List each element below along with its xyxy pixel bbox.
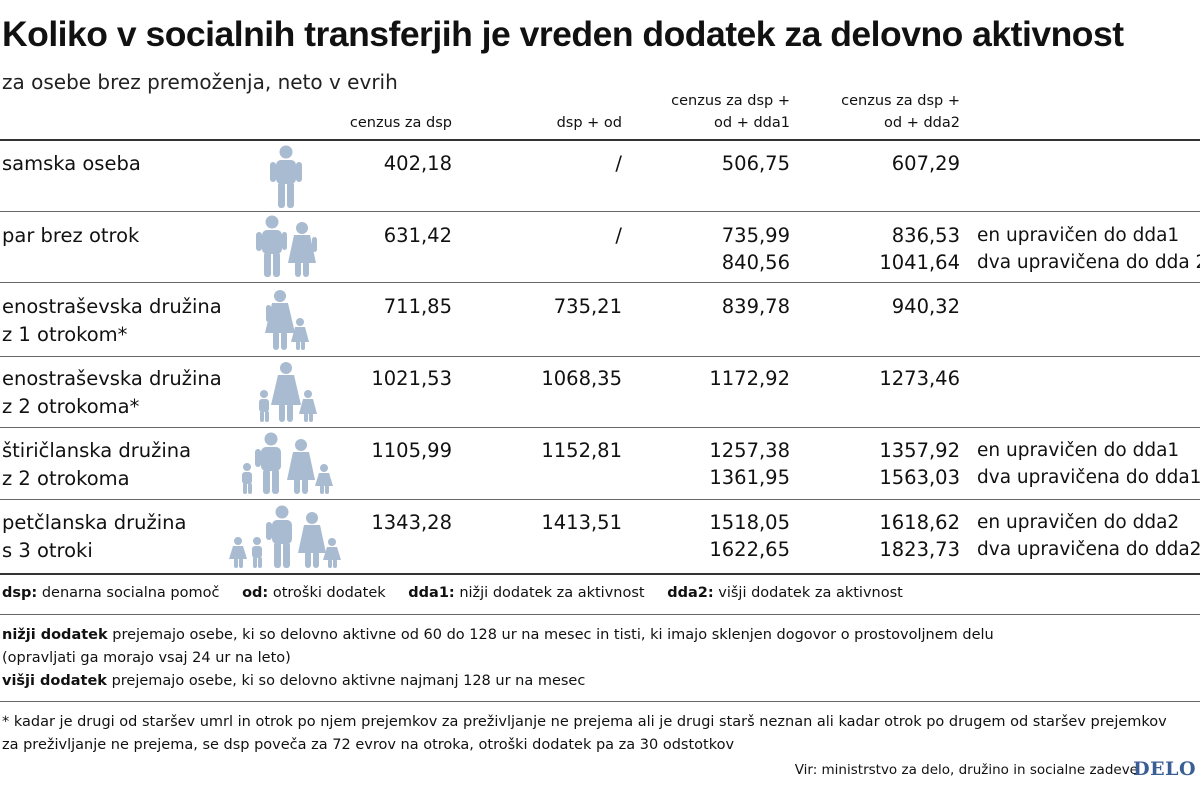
cell-c4-second: 1041,64 [879,251,960,274]
table-bottom-rule [0,573,1200,575]
header-rule [0,139,1200,141]
row-note: dva upravičena do dda1 [977,467,1200,488]
cell-c4: 607,29 [891,152,960,175]
cell-c4: 1357,92 [879,439,960,462]
row-note: dva upravičena do dda2 [977,539,1200,560]
row-note: en upravičen do dda1 [977,440,1180,461]
row-label-line2: z 2 otrokoma* [2,395,140,418]
row-divider [0,282,1200,283]
cell-c3: 1257,38 [709,439,790,462]
cell-c2: 735,21 [553,295,622,318]
row-divider [0,427,1200,428]
cell-c3: 1518,05 [709,511,790,534]
row-divider [0,211,1200,212]
couple-icon [256,215,317,277]
explain-rule [0,701,1200,702]
row-label: samska oseba [2,152,141,175]
cell-c1: 1105,99 [371,439,452,462]
source-credit: Vir: ministrstvo za delo, družino in soc… [794,762,1138,778]
legend: dsp: denarna socialna pomoč od: otroški … [2,585,921,601]
cell-c3-second: 1361,95 [709,466,790,489]
col-header-cenzus-dsp: cenzus za dsp [349,115,452,131]
page-subtitle: za osebe brez premoženja, neto v evrih [2,70,398,94]
col-header-dda1: cenzus za dsp + od + dda1 [671,93,790,131]
explain-nizji-cont: (opravljati ga morajo vsaj 24 ur na leto… [2,650,291,666]
cell-c3: 506,75 [721,152,790,175]
parent-two-children-icon [259,362,317,422]
cell-c2: 1068,35 [541,367,622,390]
row-label-line2: s 3 otroki [2,539,93,562]
cell-c4: 1273,46 [879,367,960,390]
row-label-line2: z 2 otrokoma [2,467,130,490]
cell-c1: 1343,28 [371,511,452,534]
row-label: par brez otrok [2,224,140,247]
page-title: Koliko v socialnih transferjih je vreden… [2,14,1124,54]
family-four-icon [242,432,333,494]
legend-dda2: dda2: višji dodatek za aktivnost [667,585,903,601]
row-label: štiričlanska družina [2,439,192,462]
cell-c3: 735,99 [721,224,790,247]
legend-dda1: dda1: nižji dodatek za aktivnost [408,585,645,601]
cell-c3-second: 1622,65 [709,538,790,561]
legend-od: od: otroški dodatek [242,585,386,601]
cell-c4: 1618,62 [879,511,960,534]
cell-c4: 836,53 [891,224,960,247]
col-header-dsp-od: dsp + od [556,115,622,131]
single-person-icon [270,145,302,208]
cell-c1: 402,18 [383,152,452,175]
row-divider [0,356,1200,357]
parent-one-child-icon [265,290,309,350]
cell-c2: 1413,51 [541,511,622,534]
cell-c2: 1152,81 [541,439,622,462]
row-note: en upravičen do dda1 [977,225,1180,246]
cell-c4-second: 1563,03 [879,466,960,489]
cell-c2: / [615,152,622,175]
row-note: dva upravičena do dda 2 [977,252,1200,273]
cell-c1: 711,85 [383,295,452,318]
cell-c4-second: 1823,73 [879,538,960,561]
cell-c1: 1021,53 [371,367,452,390]
explain-nizji: nižji dodatek prejemajo osebe, ki so del… [2,627,994,643]
family-five-icon [229,505,341,568]
row-label: enostraševska družina [2,295,222,318]
row-label-line2: z 1 otrokom* [2,323,128,346]
legend-rule [0,614,1200,615]
cell-c3: 1172,92 [709,367,790,390]
footnote-line2: za preživljanje ne prejema, se dsp poveč… [2,737,735,753]
row-label: enostraševska družina [2,367,222,390]
cell-c1: 631,42 [383,224,452,247]
footnote-line1: * kadar je drugi od staršev umrl in otro… [2,714,1167,730]
legend-dsp: dsp: denarna socialna pomoč [2,585,220,601]
row-divider [0,499,1200,500]
cell-c3-second: 840,56 [721,251,790,274]
col-header-dda2: cenzus za dsp + od + dda2 [841,93,960,131]
cell-c2: / [615,224,622,247]
row-note: en upravičen do dda2 [977,512,1180,533]
explain-visji: višji dodatek prejemajo osebe, ki so del… [2,673,586,689]
delo-logo: DELO [1133,758,1196,780]
row-label: petčlanska družina [2,511,187,534]
cell-c3: 839,78 [721,295,790,318]
cell-c4: 940,32 [891,295,960,318]
